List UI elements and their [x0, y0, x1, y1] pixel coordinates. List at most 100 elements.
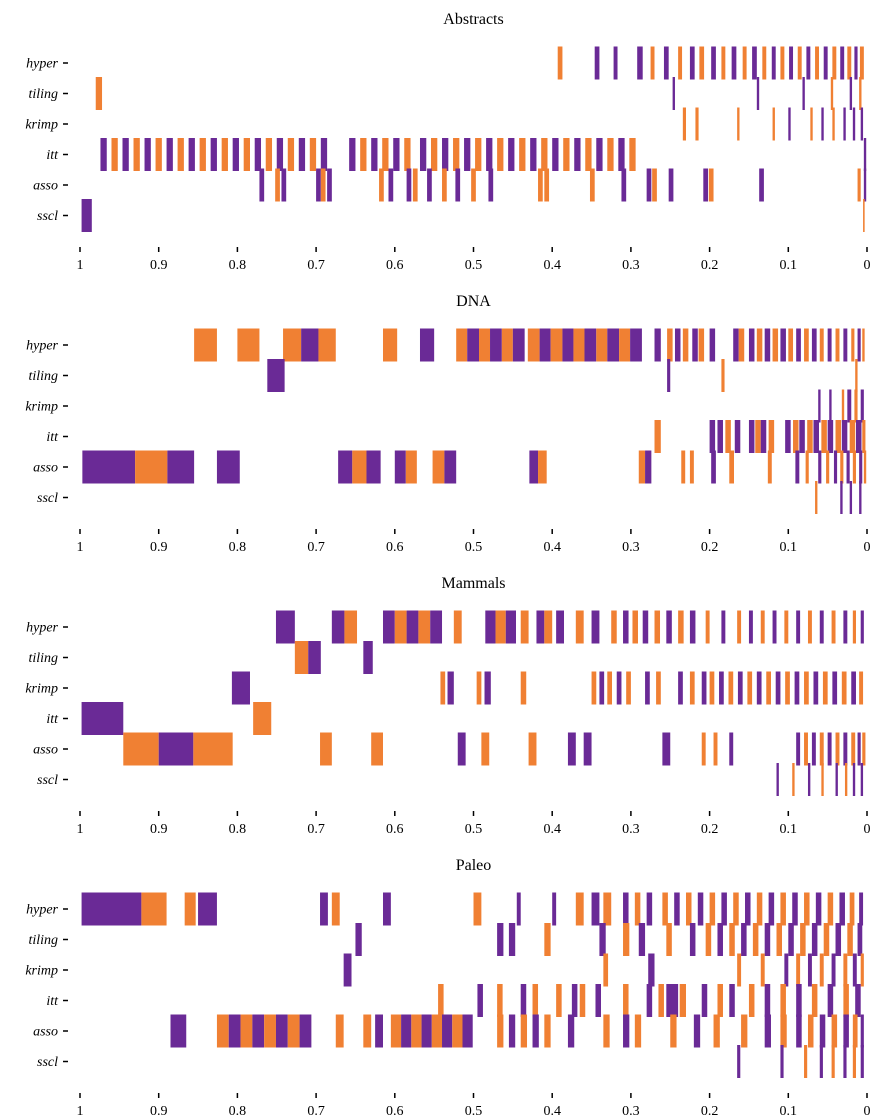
- bar-segment: [95, 77, 103, 110]
- bar-segment: [819, 953, 824, 987]
- bar-segment: [556, 984, 562, 1017]
- bar-segment: [852, 450, 856, 484]
- bar-segment: [462, 1014, 473, 1048]
- bar-segment: [267, 359, 285, 392]
- bar-segment: [729, 984, 735, 1017]
- x-tick-label: 0.6: [386, 258, 404, 273]
- x-tick-label: 0.2: [701, 822, 719, 837]
- bar-segment: [737, 610, 742, 644]
- bar-segment: [360, 138, 367, 171]
- bar-segment: [852, 1045, 856, 1078]
- x-tick-label: 0.1: [780, 540, 798, 555]
- bar-segment: [692, 328, 698, 362]
- bar-segment: [678, 610, 684, 644]
- bar-segment: [741, 923, 747, 956]
- bar-segment: [603, 1014, 610, 1048]
- bar-segment: [752, 923, 759, 956]
- bar-segment: [382, 610, 395, 644]
- bar-segment: [283, 328, 302, 362]
- bar-segment: [823, 923, 830, 956]
- bar-segment: [775, 671, 781, 705]
- bar-segment: [567, 1014, 575, 1048]
- bar-segment: [764, 1014, 771, 1048]
- bar-segment: [133, 138, 140, 171]
- bar-segment: [698, 328, 705, 362]
- bar-segment: [544, 923, 551, 956]
- bar-segment: [835, 923, 842, 956]
- bar-segment: [835, 328, 840, 362]
- bar-segment: [166, 138, 173, 171]
- bar-segment: [831, 953, 836, 987]
- chart-title: DNA: [456, 293, 491, 310]
- bar-segment: [695, 107, 699, 141]
- bar-segment: [813, 671, 819, 705]
- bar-segment: [741, 1014, 748, 1048]
- bar-segment: [807, 953, 812, 987]
- bar-segment: [575, 892, 584, 926]
- bar-segment: [573, 328, 585, 362]
- bar-segment: [831, 610, 836, 644]
- y-tick-label: hyper: [26, 57, 58, 72]
- bar-segment: [552, 892, 557, 926]
- bar-segment: [390, 1014, 402, 1048]
- bar-segment: [122, 138, 129, 171]
- x-tick-label: 0.6: [386, 1104, 404, 1117]
- bar-segment: [457, 732, 466, 766]
- bar-segment: [789, 46, 794, 80]
- bar-segment: [766, 671, 771, 705]
- bar-segment: [849, 77, 853, 110]
- bar-segment: [520, 671, 527, 705]
- bar-segment: [851, 328, 855, 362]
- bar-segment: [497, 1014, 504, 1048]
- bar-segment: [796, 328, 801, 362]
- bar-segment: [616, 671, 622, 705]
- bar-segment: [674, 328, 681, 362]
- bar-segment: [819, 610, 824, 644]
- bar-segment: [747, 671, 753, 705]
- bar-segment: [497, 984, 503, 1017]
- bar-segment: [851, 671, 856, 705]
- bar-segment: [432, 450, 445, 484]
- bar-segment: [760, 610, 765, 644]
- bar-segment: [860, 389, 864, 423]
- bar-segment: [490, 328, 502, 362]
- bar-segment: [721, 46, 726, 80]
- bar-segment: [764, 984, 771, 1017]
- bar-segment: [772, 328, 779, 362]
- bar-segment: [756, 671, 762, 705]
- bar-segment: [745, 892, 751, 926]
- bar-segment: [591, 671, 597, 705]
- bar-segment: [411, 1014, 422, 1048]
- x-tick-label: 0.1: [780, 258, 798, 273]
- bar-segment: [780, 984, 786, 1017]
- bar-segment: [519, 138, 526, 171]
- bar-segment: [811, 732, 816, 766]
- bar-segment: [804, 892, 810, 926]
- bar-segment: [800, 923, 806, 956]
- bar-segment: [379, 168, 384, 202]
- bar-segment: [737, 671, 743, 705]
- bar-segment: [520, 1014, 528, 1048]
- bar-segment: [231, 671, 250, 705]
- bar-segment: [623, 892, 629, 926]
- bar-segment: [855, 984, 861, 1017]
- bar-segment: [252, 1014, 265, 1048]
- bar-segment: [412, 168, 418, 202]
- y-tick-label: tiling: [28, 87, 58, 102]
- bar-segment: [471, 168, 476, 202]
- bar-segment: [678, 46, 683, 80]
- bar-segment: [752, 46, 757, 80]
- bar-segment: [638, 923, 646, 956]
- bar-segment: [852, 1014, 858, 1048]
- bar-segment: [859, 77, 862, 110]
- x-tick-label: 0.8: [229, 540, 247, 555]
- bar-segment: [254, 138, 262, 171]
- bar-segment: [756, 77, 760, 110]
- x-tick-label: 0.8: [229, 258, 247, 273]
- bar-segment: [748, 328, 755, 362]
- y-tick-label: hyper: [26, 903, 58, 918]
- bar-segment: [111, 138, 118, 171]
- bar-segment: [501, 328, 513, 362]
- bar-segment: [729, 732, 734, 766]
- bar-segment: [857, 923, 863, 956]
